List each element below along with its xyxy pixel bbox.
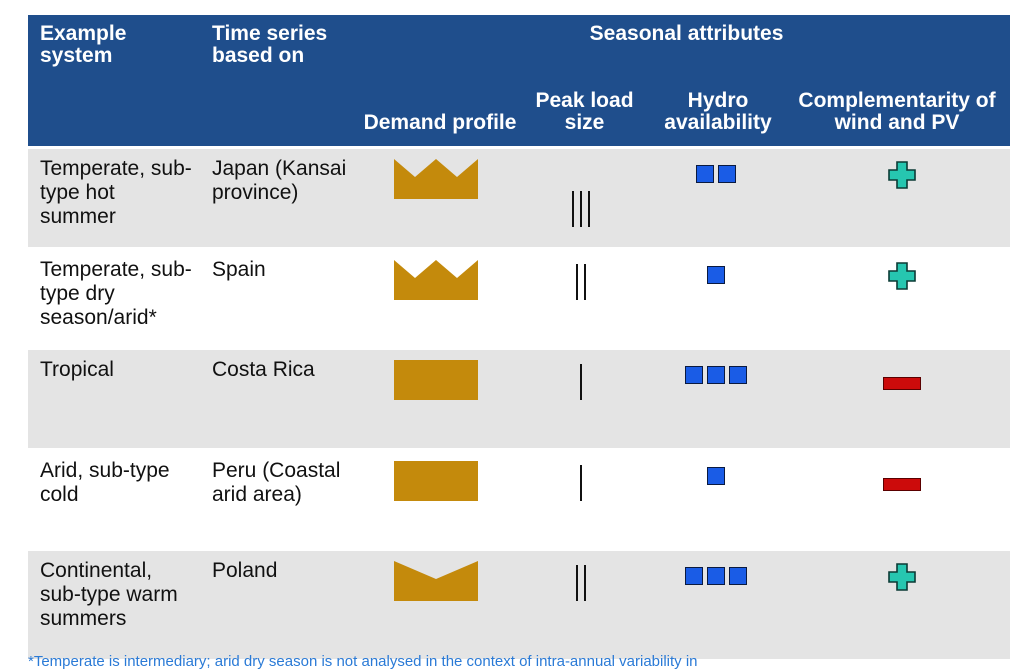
footnote: *Temperate is intermediary; arid dry sea… — [28, 653, 698, 670]
header-complementarity: Complementarity of wind and PV — [784, 53, 1011, 146]
cell-example-system: Temperate, sub-type dry season/arid* — [28, 247, 200, 347]
peak-load-bar — [579, 364, 582, 400]
header-time-series: Time series based on — [200, 15, 363, 146]
peak-load-bar — [575, 264, 578, 300]
cell-hydro-availability — [652, 347, 784, 448]
flat-rectangle-icon — [394, 360, 478, 400]
cell-hydro-availability — [652, 146, 784, 247]
cell-peak-load-size — [517, 146, 652, 247]
cell-peak-load-size — [517, 548, 652, 659]
cell-hydro-availability — [652, 448, 784, 548]
cell-peak-load-size — [517, 347, 652, 448]
cell-example-system: Arid, sub-type cold — [28, 448, 200, 548]
seasonal-attributes-table: Example system Time series based on Seas… — [28, 15, 1011, 659]
header-hydro-availability: Hydro availability — [652, 53, 784, 146]
table-row: Continental, sub-type warm summers Poland — [28, 548, 1011, 659]
peak-load-bar — [583, 264, 586, 300]
cell-complementarity — [784, 146, 1011, 247]
cell-example-system: Continental, sub-type warm summers — [28, 548, 200, 659]
cell-peak-load-size — [517, 247, 652, 347]
table-row: Temperate, sub-type dry season/arid* Spai… — [28, 247, 1011, 347]
cell-complementarity — [784, 548, 1011, 659]
peak-load-bar — [579, 191, 582, 227]
peak-load-bars — [579, 465, 582, 501]
minus-icon — [883, 478, 922, 491]
hydro-square-icon — [718, 165, 736, 183]
peak-load-bars — [575, 264, 586, 300]
hydro-square-icon — [707, 467, 725, 485]
table-row: Arid, sub-type cold Peru (Coastal arid ar… — [28, 448, 1011, 548]
plus-icon — [888, 563, 916, 591]
crown-icon — [394, 159, 478, 199]
minus-icon — [883, 377, 922, 390]
cell-time-series: Spain — [200, 247, 363, 347]
header-example-system: Example system — [28, 15, 200, 146]
hydro-square-icon — [685, 366, 703, 384]
table-row: Tropical Costa Rica — [28, 347, 1011, 448]
cell-demand-profile — [363, 347, 517, 448]
cell-time-series: Peru (Coastal arid area) — [200, 448, 363, 548]
hydro-square-icon — [685, 567, 703, 585]
cell-example-system: Temperate, sub-type hot summer — [28, 146, 200, 247]
peak-load-bar — [583, 565, 586, 601]
peak-load-bar — [575, 565, 578, 601]
flat-rectangle-icon — [394, 461, 478, 501]
crown-icon — [394, 260, 478, 300]
table-row: Temperate, sub-type hot summer Japan (Kan… — [28, 146, 1011, 247]
peak-load-bar — [587, 191, 590, 227]
cell-time-series: Poland — [200, 548, 363, 659]
peak-load-bars — [579, 364, 582, 400]
cell-hydro-availability — [652, 247, 784, 347]
cell-hydro-availability — [652, 548, 784, 659]
plus-icon — [888, 262, 916, 290]
hydro-square-icon — [696, 165, 714, 183]
hydro-square-icon — [707, 266, 725, 284]
cell-demand-profile — [363, 247, 517, 347]
cell-time-series: Japan (Kansai province) — [200, 146, 363, 247]
cell-complementarity — [784, 448, 1011, 548]
cell-complementarity — [784, 347, 1011, 448]
peak-load-bar — [579, 465, 582, 501]
table-body: Temperate, sub-type hot summer Japan (Kan… — [28, 146, 1011, 659]
hydro-square-icon — [729, 366, 747, 384]
peak-load-bars — [571, 191, 590, 227]
cell-example-system: Tropical — [28, 347, 200, 448]
cell-complementarity — [784, 247, 1011, 347]
peak-load-bars — [575, 565, 586, 601]
cell-demand-profile — [363, 146, 517, 247]
hydro-square-icon — [729, 567, 747, 585]
cell-time-series: Costa Rica — [200, 347, 363, 448]
cell-demand-profile — [363, 448, 517, 548]
header-seasonal-attributes: Seasonal attributes — [363, 15, 1011, 53]
hydro-square-icon — [707, 567, 725, 585]
valley-icon — [394, 561, 478, 601]
peak-load-bar — [571, 191, 574, 227]
cell-demand-profile — [363, 548, 517, 659]
hydro-square-icon — [707, 366, 725, 384]
header-peak-load-size: Peak load size — [517, 53, 652, 146]
cell-peak-load-size — [517, 448, 652, 548]
plus-icon — [888, 161, 916, 189]
header-demand-profile: Demand profile — [363, 53, 517, 146]
